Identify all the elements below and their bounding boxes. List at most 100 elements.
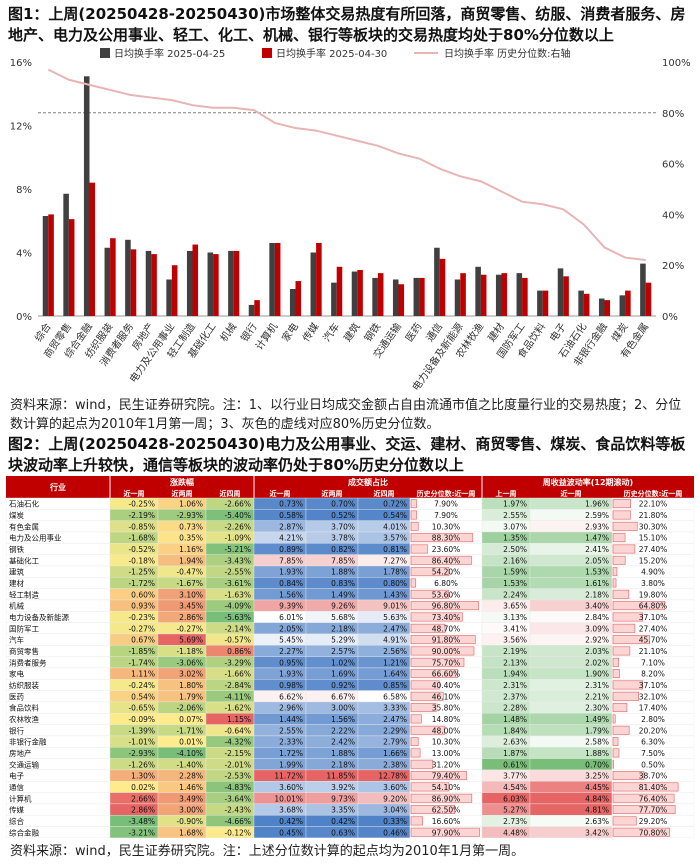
group-header: 成交额占比 [348,477,388,487]
y-left-tick: 4% [16,249,32,260]
table-value: 4.81% [585,806,609,815]
table-value: 2.42% [331,738,355,747]
table-value: 1.94% [179,556,203,565]
bar [68,219,75,316]
table-value: -0.09% [128,715,155,724]
row-industry-label: 综合金融 [9,827,39,837]
table-value: 1.90% [585,670,609,679]
table-value: 2.02% [585,658,609,667]
table-value: -0.18% [128,556,155,565]
table-value: 5.45% [279,636,303,645]
table-value: 2.84% [585,613,609,622]
table-value: 21.10% [639,647,668,656]
table-value: -2.93% [128,749,155,758]
col-header: 近一周 [561,489,582,498]
table-value: 13.00% [432,749,461,758]
row-industry-label: 商贸零售 [9,646,39,656]
row-industry-label: 银行 [9,725,24,735]
x-tick-label: 传媒 [300,321,321,344]
table-value: 7.90% [434,511,458,520]
bar [233,250,240,316]
row-industry-label: 国防军工 [9,623,39,633]
table-value: 15.10% [639,534,668,543]
table-value: 15.20% [639,556,668,565]
percentile-databar [612,793,675,803]
table-value: 0.72% [383,500,407,509]
table-value: 3.25% [585,772,609,781]
table-value: 75.70% [432,658,461,667]
table-value: 3.70% [331,522,355,531]
table-value: 20.20% [639,726,668,735]
table-value: 0.35% [179,534,203,543]
table-value: 3.78% [331,534,355,543]
table-value: 1.69% [331,670,355,679]
table-value: 0.70% [585,760,609,769]
figure1-title: 图1：上周(20250428-20250430)市场整体交易热度有所回落，商贸零… [8,5,686,44]
table-value: 3.04% [383,806,407,815]
percentile-databar [410,612,463,622]
table-value: 0.58% [279,511,303,520]
bar [213,254,219,316]
table-value: 0.80% [383,579,407,588]
table-value: 1.49% [585,715,609,724]
row-industry-label: 有色金属 [9,521,39,531]
col-header: 近一周 [124,489,145,498]
table-value: 0.83% [331,579,355,588]
table-value: -2.06% [176,704,203,713]
header-band [6,476,694,487]
bar [495,274,502,316]
bar [336,266,343,316]
table-value: 2.93% [585,522,609,531]
table-value: 1.80% [179,681,203,690]
table-value: 1.94% [503,670,527,679]
table-value: 2.31% [585,681,609,690]
figure2-source: 资料来源：wind，民生证券研究院。注：上述分位数计算的起点均为2010年1月第… [10,844,525,859]
table-value: 0.70% [331,500,355,509]
table-value: 0.52% [331,511,355,520]
table-value: -1.72% [128,579,155,588]
table-value: 6.67% [331,692,355,701]
bar [392,279,399,316]
table-value: 1.93% [279,568,303,577]
table-value: 0.50% [641,760,665,769]
percentile-databar [410,657,465,667]
percentile-databar [410,544,428,554]
table-value: 1.88% [585,749,609,758]
table-value: 2.38% [383,760,407,769]
row-industry-label: 综合 [9,816,24,826]
table-value: -3.06% [176,658,203,667]
table-value: 3.45% [179,602,203,611]
table-value: 0.01% [179,738,203,747]
bar [316,242,322,316]
bar [398,284,405,316]
percentile-databar [410,782,450,792]
legend-label: 日均换手率 历史分位数:右轴 [444,47,571,60]
row-industry-label: 交通运输 [9,759,39,769]
figure2-title: 图2：上周(20250428-20250430)电力及公用事业、交运、建材、商贸… [8,435,686,474]
percentile-databar [612,612,643,622]
col-header: 历史分位数:近一周 [417,489,476,498]
bar [228,250,234,316]
table-value: 0.02% [131,783,155,792]
percentile-databar [612,635,650,645]
table-value: 6.01% [279,613,303,622]
percentile-databar [612,771,645,781]
table-value: 2.58% [585,738,609,747]
row-industry-label: 建材 [9,578,24,588]
table-value: 6.58% [383,692,407,701]
table-value: -1.39% [128,726,155,735]
percentile-databar [612,680,643,690]
table-value: 2.37% [503,692,527,701]
table-value: 64.80% [639,602,668,611]
table-value: -0.24% [128,681,155,690]
bar [166,279,172,316]
table-value: 7.50% [641,749,665,758]
percentile-databar [612,544,636,554]
percentile-databar [612,521,638,531]
y-right-tick: 100% [662,58,691,69]
table-value: 23.60% [432,545,461,554]
y-right-tick: 0% [662,312,678,323]
row-industry-label: 石油石化 [9,499,39,509]
percentile-databar [612,646,631,656]
table-value: 5.63% [383,613,407,622]
